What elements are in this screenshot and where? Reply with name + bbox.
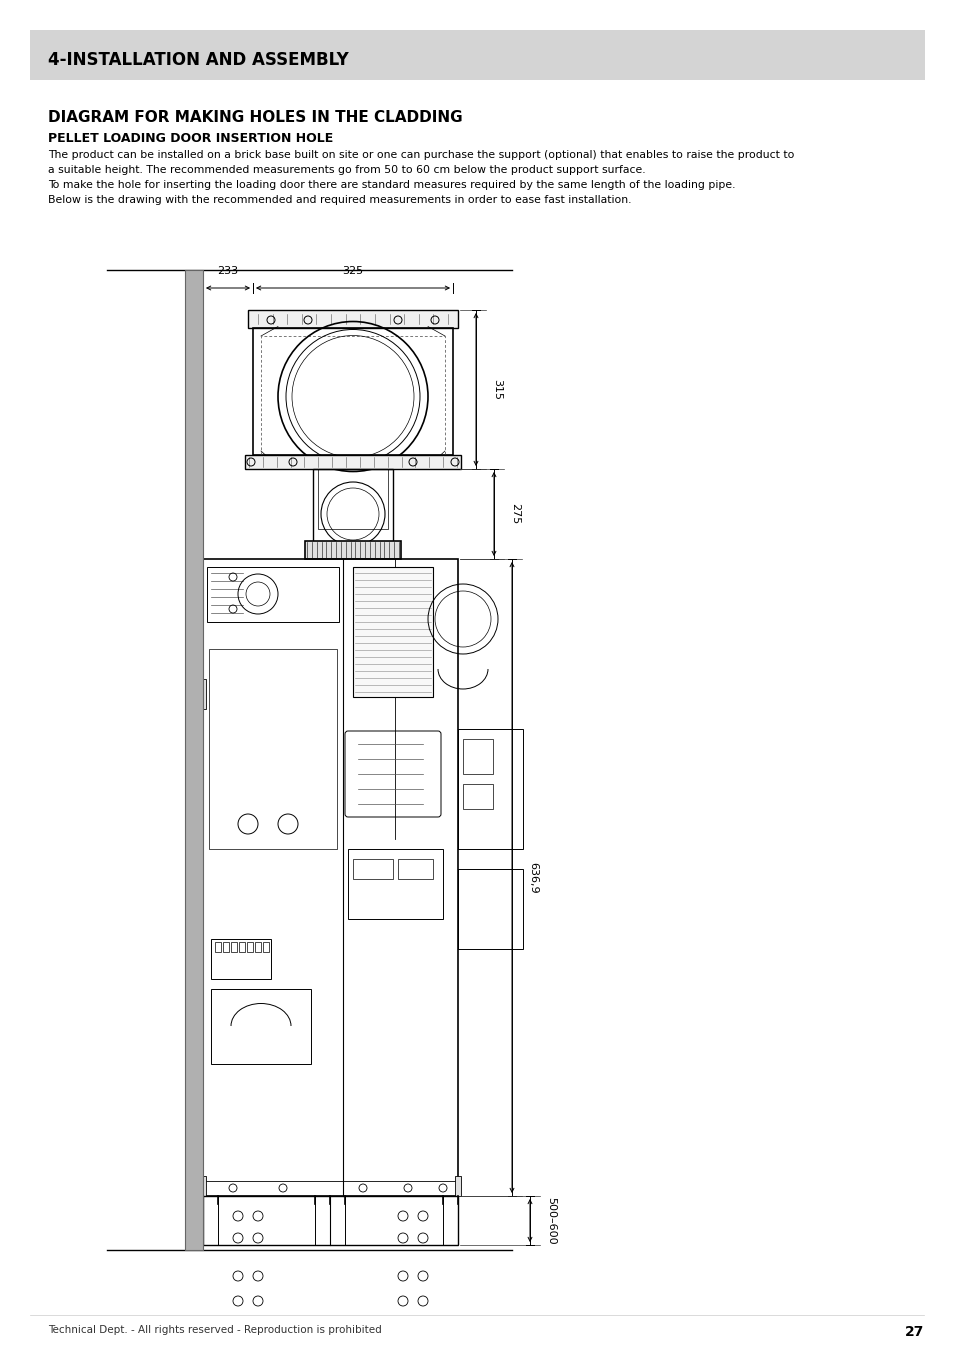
Bar: [203, 559, 457, 1196]
Bar: [353, 858, 393, 879]
Bar: [231, 942, 236, 952]
Bar: [313, 468, 393, 548]
Bar: [462, 784, 493, 808]
Text: DIAGRAM FOR MAKING HOLES IN THE CLADDING: DIAGRAM FOR MAKING HOLES IN THE CLADDING: [48, 110, 462, 125]
Text: 315: 315: [492, 379, 501, 399]
Bar: [462, 739, 493, 774]
Bar: [305, 542, 400, 559]
Text: Technical Dept. - All rights reserved - Reproduction is prohibited: Technical Dept. - All rights reserved - …: [48, 1326, 381, 1335]
Bar: [207, 567, 338, 621]
Text: To make the hole for inserting the loading door there are standard measures requ: To make the hole for inserting the loadi…: [48, 180, 735, 190]
Text: Below is the drawing with the recommended and required measurements in order to : Below is the drawing with the recommende…: [48, 195, 631, 204]
Bar: [214, 942, 221, 952]
Bar: [457, 728, 522, 849]
Bar: [198, 678, 206, 709]
Text: 325: 325: [342, 265, 363, 276]
Bar: [254, 942, 261, 952]
Text: 233: 233: [217, 265, 238, 276]
Bar: [200, 1177, 206, 1196]
Bar: [223, 942, 229, 952]
Bar: [211, 988, 311, 1064]
Bar: [248, 310, 457, 328]
Bar: [457, 869, 522, 949]
Text: a suitable height. The recommended measurements go from 50 to 60 cm below the pr: a suitable height. The recommended measu…: [48, 165, 645, 175]
Bar: [348, 849, 442, 919]
Bar: [185, 269, 203, 1250]
Bar: [397, 858, 433, 879]
Text: 27: 27: [903, 1326, 923, 1339]
Text: PELLET LOADING DOOR INSERTION HOLE: PELLET LOADING DOOR INSERTION HOLE: [48, 131, 333, 145]
Bar: [209, 649, 336, 849]
Bar: [245, 455, 460, 468]
Bar: [247, 942, 253, 952]
Bar: [203, 1196, 457, 1244]
Text: The product can be installed on a brick base built on site or one can purchase t: The product can be installed on a brick …: [48, 150, 794, 160]
Text: 275: 275: [510, 504, 519, 524]
Bar: [239, 942, 245, 952]
Bar: [317, 468, 388, 529]
Bar: [30, 30, 924, 80]
Bar: [455, 1177, 460, 1196]
Bar: [353, 567, 433, 697]
Bar: [211, 940, 271, 979]
Bar: [253, 328, 453, 455]
Text: 4-INSTALLATION AND ASSEMBLY: 4-INSTALLATION AND ASSEMBLY: [48, 51, 349, 69]
Text: 636,9: 636,9: [527, 861, 537, 894]
Text: 500–600: 500–600: [545, 1197, 556, 1244]
Bar: [263, 942, 269, 952]
Bar: [261, 336, 444, 455]
